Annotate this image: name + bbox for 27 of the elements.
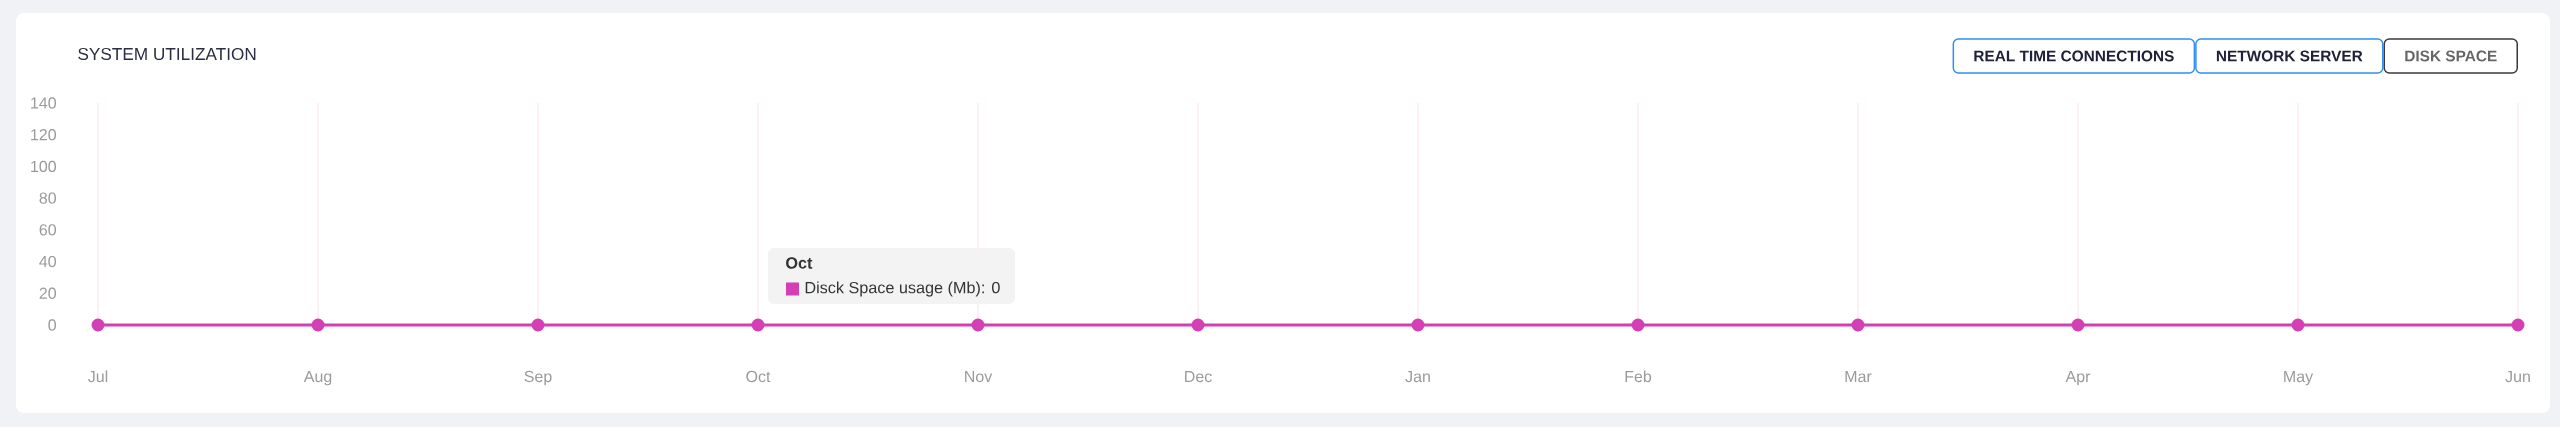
text: NETWORK SERVER: [2216, 50, 2363, 62]
annotation: Oct: [786, 257, 813, 269]
y-tick-label: 20: [39, 287, 57, 299]
text: REAL TIME CONNECTIONS: [1974, 50, 2174, 62]
y-tick-label: 60: [39, 224, 57, 236]
x-tick-label: Nov: [965, 370, 993, 383]
legend-label: Disck Space usage (Mb): [805, 281, 980, 297]
text: DISK SPACE: [2405, 50, 2497, 62]
x-tick-label: May: [2284, 370, 2314, 386]
y-tick-label: 40: [39, 255, 57, 268]
annotation: : 0: [982, 281, 1000, 294]
x-tick-label: Jul: [88, 370, 108, 383]
x-tick-label: Apr: [2065, 370, 2091, 386]
x-tick-label: Dec: [1185, 370, 1212, 383]
y-tick-label: 80: [39, 192, 57, 204]
x-tick-label: Sep: [524, 370, 552, 386]
y-tick-label: 120: [31, 129, 57, 141]
x-tick-label: Aug: [303, 370, 332, 386]
x-tick-label: Oct: [746, 370, 771, 383]
y-tick-label: 100: [31, 160, 57, 173]
chart-title: SYSTEM UTILIZATION: [78, 47, 256, 61]
x-tick-label: Jan: [1405, 370, 1430, 383]
y-tick-label: 0: [48, 319, 57, 331]
x-tick-label: Feb: [1625, 370, 1652, 383]
x-tick-label: Mar: [1845, 370, 1872, 383]
y-tick-label: 140: [31, 97, 57, 109]
x-tick-label: Jun: [2505, 370, 2530, 383]
